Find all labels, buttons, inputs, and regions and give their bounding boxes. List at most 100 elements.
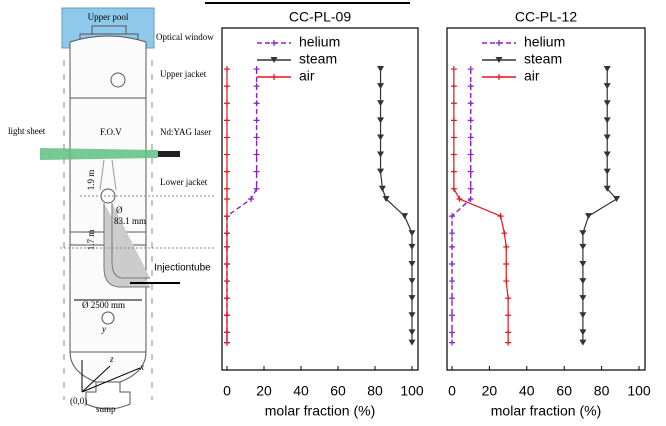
marker bbox=[377, 83, 385, 90]
marker bbox=[253, 100, 260, 107]
marker bbox=[224, 134, 230, 141]
series-line bbox=[451, 69, 472, 343]
x-tick-label: 40 bbox=[293, 383, 309, 399]
axes-arrows bbox=[81, 360, 141, 393]
marker bbox=[579, 329, 587, 336]
marker bbox=[408, 295, 416, 302]
diagram-label: x bbox=[139, 362, 144, 372]
x-tick-label: 0 bbox=[223, 383, 231, 399]
marker bbox=[449, 213, 455, 220]
diagram-label: 83.1 mm bbox=[114, 216, 146, 226]
marker bbox=[401, 213, 409, 220]
marker bbox=[253, 66, 260, 73]
marker bbox=[408, 243, 416, 250]
injection-tube bbox=[103, 203, 150, 288]
legend-label: steam bbox=[299, 51, 337, 67]
marker bbox=[224, 312, 230, 319]
marker bbox=[603, 100, 611, 107]
marker bbox=[450, 117, 457, 124]
marker bbox=[253, 117, 260, 124]
x-tick-label: 40 bbox=[519, 383, 535, 399]
marker bbox=[408, 260, 416, 267]
marker bbox=[224, 100, 230, 107]
marker bbox=[467, 100, 474, 107]
marker bbox=[408, 312, 416, 319]
laser bbox=[158, 151, 180, 157]
marker bbox=[467, 134, 474, 141]
marker bbox=[467, 117, 474, 124]
marker bbox=[501, 230, 508, 237]
chart-title: CC-PL-09 bbox=[289, 9, 351, 25]
x-tick-label: 20 bbox=[482, 383, 498, 399]
marker bbox=[253, 83, 260, 90]
marker bbox=[503, 278, 510, 285]
vessel-top bbox=[79, 25, 139, 42]
diagram-label: Upper jacket bbox=[160, 69, 207, 79]
diagram-label: Upper pool bbox=[88, 12, 129, 22]
marker bbox=[382, 196, 390, 202]
marker bbox=[408, 230, 416, 237]
marker bbox=[467, 196, 474, 202]
diagram-label: F.O.V bbox=[100, 127, 122, 137]
series-line bbox=[379, 69, 413, 343]
marker bbox=[450, 66, 457, 73]
legend-label: air bbox=[299, 68, 315, 84]
marker bbox=[224, 243, 230, 250]
marker bbox=[496, 40, 502, 46]
marker bbox=[450, 100, 457, 107]
diagram-label: 1.7 m bbox=[86, 230, 96, 251]
diagram-label: Optical window bbox=[156, 32, 214, 42]
marker bbox=[224, 260, 230, 267]
marker bbox=[579, 295, 587, 302]
x-tick-label: 80 bbox=[594, 383, 610, 399]
marker bbox=[449, 295, 455, 302]
marker bbox=[449, 230, 455, 237]
marker bbox=[496, 74, 502, 80]
legend-label: air bbox=[524, 68, 540, 84]
diagram-label: 1.9 m bbox=[86, 170, 96, 191]
legend-label: helium bbox=[524, 34, 565, 50]
marker bbox=[378, 185, 386, 192]
marker bbox=[450, 151, 457, 158]
marker bbox=[603, 117, 611, 124]
marker bbox=[579, 312, 587, 319]
diagram-label: z bbox=[109, 354, 114, 364]
marker bbox=[603, 168, 611, 175]
marker bbox=[467, 83, 474, 90]
marker bbox=[224, 151, 230, 158]
marker bbox=[224, 117, 230, 124]
marker bbox=[579, 278, 587, 285]
diagram-label: light sheet bbox=[8, 126, 46, 136]
series-line bbox=[453, 69, 509, 343]
marker bbox=[449, 312, 455, 319]
marker bbox=[603, 83, 611, 90]
marker bbox=[603, 151, 611, 158]
marker bbox=[467, 151, 474, 158]
marker bbox=[505, 295, 512, 302]
plot-frame bbox=[221, 27, 419, 371]
marker bbox=[456, 196, 463, 202]
vessel-body bbox=[69, 35, 147, 383]
x-tick-label: 60 bbox=[330, 383, 346, 399]
marker bbox=[613, 196, 621, 202]
diagram-label: Lower jacket bbox=[160, 177, 208, 187]
marker bbox=[224, 83, 230, 90]
vessel-diagram bbox=[40, 7, 216, 410]
marker bbox=[224, 278, 230, 285]
x-tick-label: 80 bbox=[367, 383, 383, 399]
marker bbox=[603, 134, 611, 141]
diagram-label: y bbox=[101, 324, 106, 334]
plume bbox=[99, 159, 117, 191]
marker bbox=[377, 100, 385, 107]
marker bbox=[224, 339, 230, 346]
marker bbox=[579, 243, 587, 250]
plot-frame bbox=[446, 27, 646, 371]
diagram-label: Injectiontube bbox=[154, 263, 211, 274]
marker bbox=[579, 230, 587, 237]
marker bbox=[505, 312, 512, 319]
marker bbox=[449, 243, 455, 250]
marker bbox=[248, 196, 255, 202]
x-tick-label: 100 bbox=[400, 383, 424, 399]
legend-label: helium bbox=[299, 34, 340, 50]
marker bbox=[224, 329, 230, 336]
